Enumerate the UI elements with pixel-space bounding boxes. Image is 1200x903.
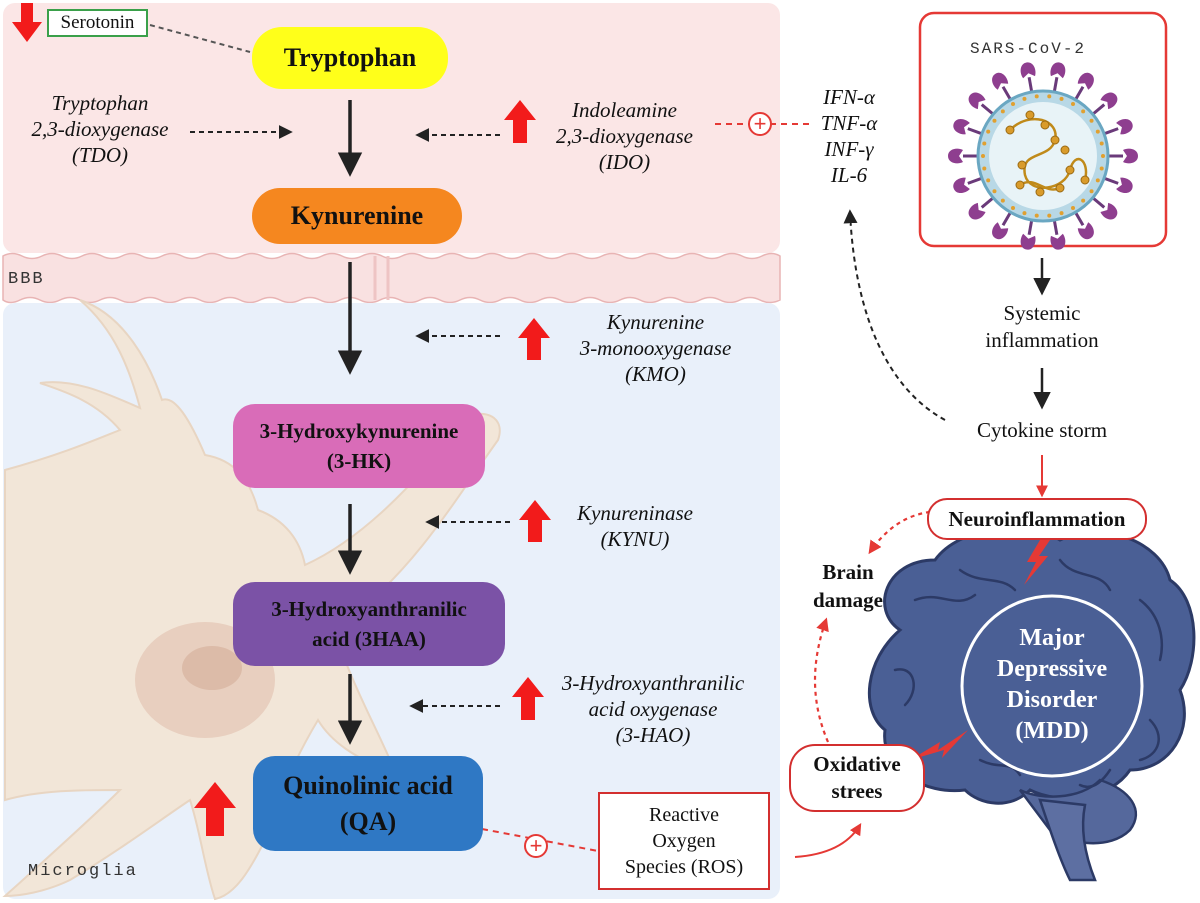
neuroinflammation-box: Neuroinflammation [927, 498, 1147, 540]
kynurenine-node: Kynurenine [252, 188, 462, 244]
qa-node: Quinolinic acid (QA) [253, 756, 483, 851]
plus-circle-ido [748, 112, 772, 136]
oxidative-stress-box: Oxidative strees [789, 744, 925, 812]
brain-illustration [867, 526, 1196, 882]
plus-circle-ros [524, 834, 548, 858]
systemic-inflammation-label: Systemic inflammation [985, 301, 1099, 352]
brain-damage-label: Brain damage [813, 560, 883, 612]
up-arrow-kynu [519, 500, 551, 542]
arrow-storm-to-cytokines [843, 209, 946, 421]
blood-brain-barrier [2, 252, 781, 304]
serotonin-label: Serotonin [47, 9, 148, 37]
3hk-node: 3-Hydroxykynurenine (3-HK) [233, 404, 485, 488]
ros-box: Reactive Oxygen Species (ROS) [598, 792, 770, 890]
virus-icon [948, 62, 1138, 250]
enzyme-hao: 3-Hydroxyanthranilic acid oxygenase (3-H… [561, 671, 745, 747]
blood-zone [3, 3, 780, 253]
cytokine-storm-label: Cytokine storm [976, 418, 1108, 442]
plus-sign-ros: + [529, 833, 543, 858]
microglia-label: Microglia [28, 862, 138, 881]
lightning-oxidative [910, 730, 968, 760]
arrow-neuro-to-damage [868, 510, 931, 555]
up-arrow-hao [512, 677, 544, 720]
lightning-neuro [1024, 540, 1050, 585]
enzyme-ido: Indoleamine 2,3-dioxygenase (IDO) [555, 98, 694, 174]
3haa-node: 3-Hydroxyanthranilic acid (3HAA) [233, 582, 505, 666]
bbb-label: BBB [8, 270, 45, 289]
enzyme-kmo: Kynurenine 3-monooxygenase (KMO) [579, 310, 732, 386]
up-arrow-qa [194, 782, 236, 836]
sars-label: SARS-CoV-2 [970, 40, 1087, 58]
up-arrow-kmo [518, 318, 550, 360]
mdd-circle [960, 594, 1144, 778]
arrow-oxidative-to-damage [813, 617, 830, 743]
cytokine-list: IFN-α TNF-α INF-γ IL-6 [820, 85, 878, 187]
plus-sign-ido: + [753, 111, 767, 136]
tryptophan-node: Tryptophan [252, 27, 448, 89]
enzyme-tdo: Tryptophan 2,3-dioxygenase (TDO) [31, 91, 169, 167]
up-arrow-ido [504, 100, 536, 143]
mdd-label: Major Depressive Disorder (MDD) [996, 625, 1108, 744]
enzyme-kynu: Kynureninase (KYNU) [577, 501, 693, 551]
arrow-ros-to-oxidative [794, 822, 862, 858]
down-arrow-serotonin [12, 3, 42, 42]
